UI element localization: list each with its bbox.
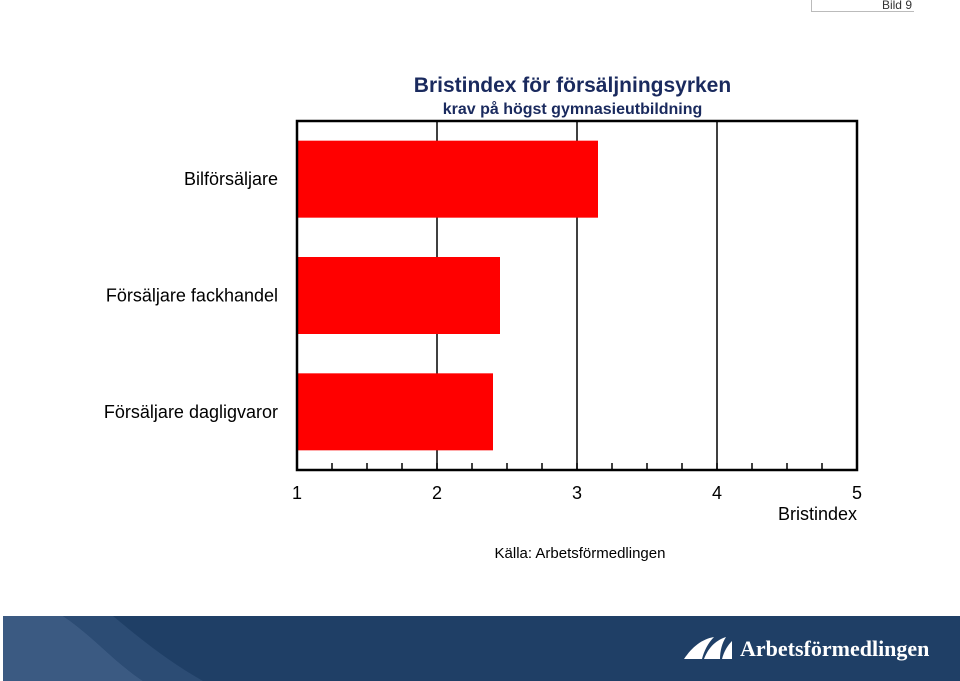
chart-title: Bristindex för försäljningsyrken <box>413 74 732 97</box>
arbetsformedlingen-logo-icon <box>684 637 732 659</box>
x-tick-label: 5 <box>852 483 862 503</box>
slide-number-label: Bild 9 <box>811 0 914 12</box>
bar <box>297 373 493 451</box>
x-tick-label: 1 <box>292 483 302 503</box>
category-label: Bilförsäljare <box>184 169 278 189</box>
arbetsformedlingen-logo-text: Arbetsförmedlingen <box>740 636 930 661</box>
category-label: Försäljare dagligvaror <box>104 402 278 422</box>
category-label: Försäljare fackhandel <box>106 286 278 306</box>
chart-subtitle: krav på högst gymnasieutbildning <box>442 101 703 118</box>
bar <box>297 140 598 218</box>
x-tick-label: 4 <box>712 483 722 503</box>
footer-band <box>3 616 960 681</box>
footer-wave-decoration <box>3 616 203 681</box>
bar <box>297 257 500 334</box>
x-axis-label: Bristindex <box>778 504 857 524</box>
x-tick-label: 2 <box>432 483 442 503</box>
bar-chart: Bilförsäljare Försäljare fackhandel Försäl… <box>104 119 862 524</box>
x-tick-label: 3 <box>572 483 582 503</box>
source-note: Källa: Arbetsförmedlingen <box>494 545 666 562</box>
